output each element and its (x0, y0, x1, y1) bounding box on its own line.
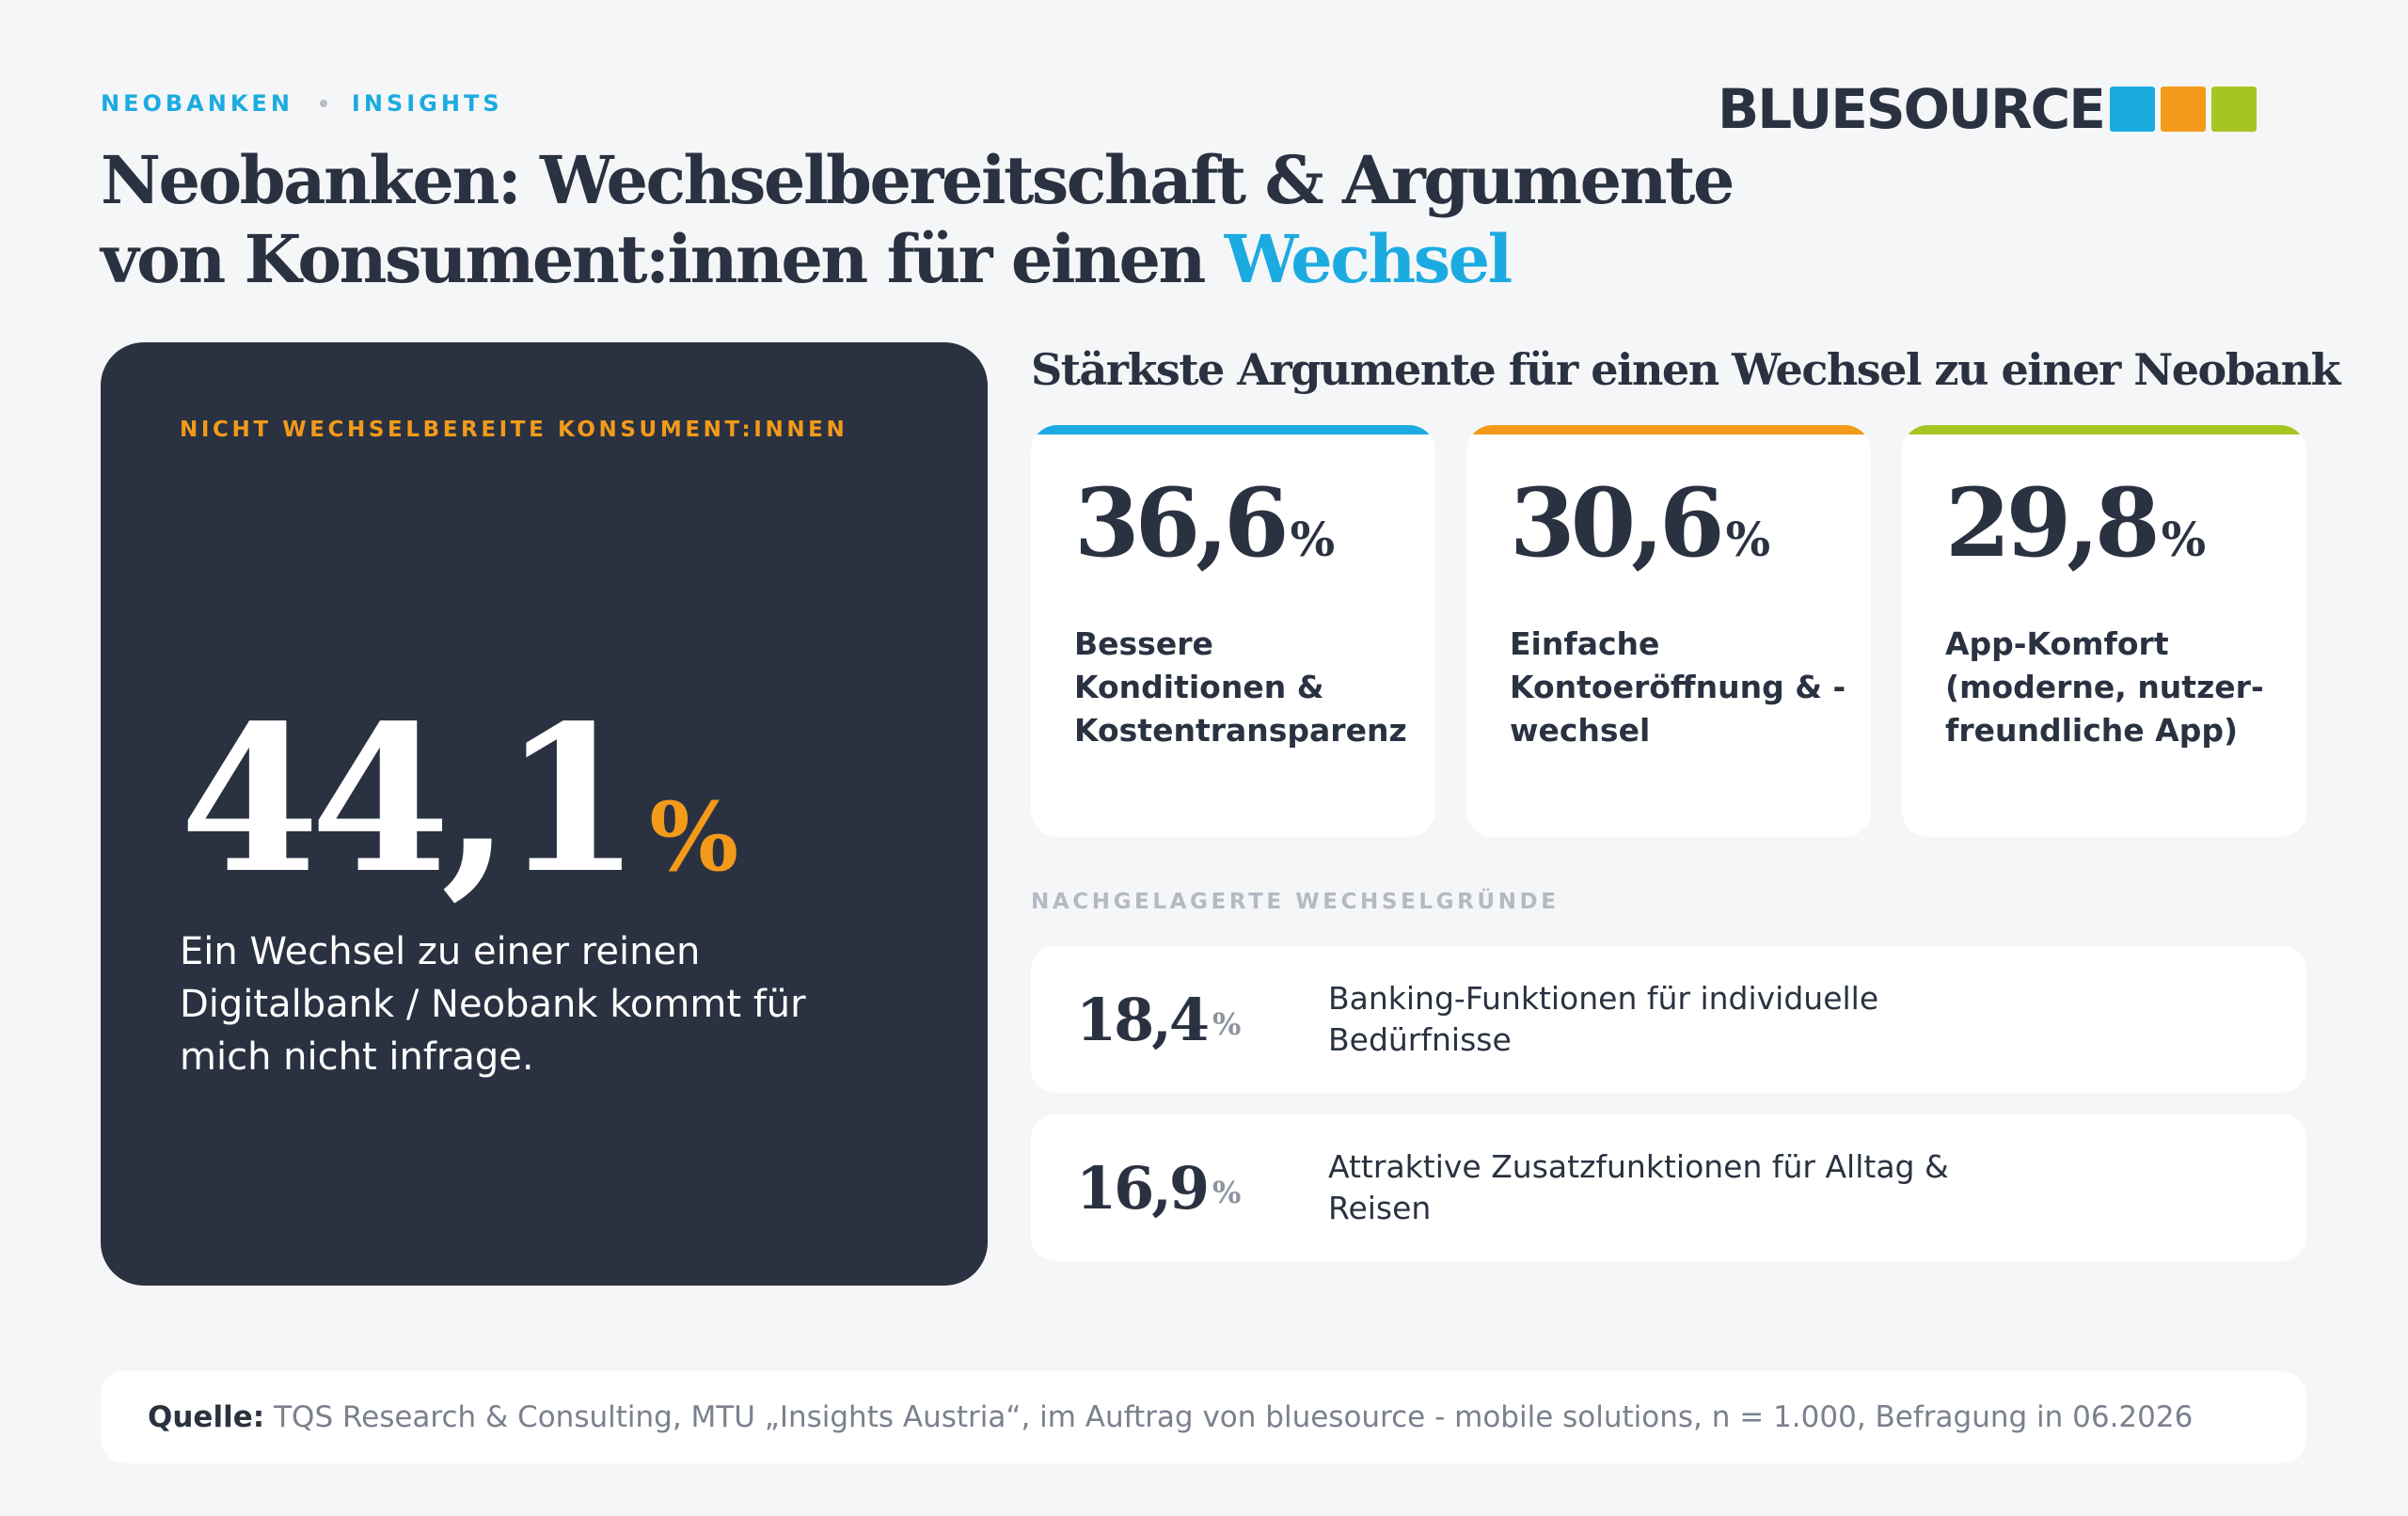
title-line-2: von Konsument:innen für einen (101, 220, 1225, 298)
secondary-reason-number: 16,9 (1076, 1153, 1210, 1223)
reason-value: 36,6 % (1074, 476, 1335, 570)
logo-square-orange (2160, 87, 2206, 132)
source-text: TQS Research & Consulting, MTU „Insights… (274, 1400, 2194, 1434)
non-switcher-kicker: NICHT WECHSELBEREITE KONSUMENT:INNEN (180, 418, 848, 442)
non-switcher-card: NICHT WECHSELBEREITE KONSUMENT:INNEN 44,… (101, 342, 988, 1286)
logo-square-green (2210, 87, 2257, 132)
reason-number: 30,6 (1510, 467, 1725, 578)
reason-unit: % (2161, 512, 2207, 567)
source-label: Quelle: (148, 1400, 265, 1434)
secondary-reason-unit: % (1212, 1006, 1242, 1042)
reason-label: Einfache Kontoeröffnung & -wechsel (1510, 625, 1846, 749)
bluesource-logo: BLUESOURCE (1718, 77, 2257, 141)
non-switcher-description: Ein Wechsel zu einer reinen Digitalbank … (180, 930, 806, 1079)
reason-label: Bessere Konditionen & Kostentransparenz (1074, 625, 1407, 749)
reason-value: 30,6 % (1510, 476, 1770, 570)
logo-square-blue (2109, 87, 2155, 132)
separator-dot (319, 100, 327, 107)
eyebrow: NEOBANKEN INSIGHTS (101, 90, 503, 117)
reason-unit: % (1290, 512, 1336, 567)
non-switcher-number: 44,1 (180, 682, 642, 918)
secondary-reason-value: 16,9 % (1076, 1114, 1241, 1261)
reason-card-conditions: 36,6 % Bessere Konditionen & Kostentrans… (1031, 425, 1435, 837)
reason-number: 29,8 (1945, 467, 2161, 578)
source-note: Quelle: TQS Research & Consulting, MTU „… (101, 1371, 2306, 1463)
accent-bar (1031, 425, 1435, 434)
secondary-reason-banking-functions: 18,4 % Banking-Funktionen für individuel… (1031, 946, 2306, 1093)
secondary-reason-extra-features: 16,9 % Attraktive Zusatzfunktionen für A… (1031, 1114, 2306, 1261)
reason-label: App-Komfort (moderne, nutzer-freundliche… (1945, 625, 2264, 749)
secondary-reasons-title: NACHGELAGERTE WECHSELGRÜNDE (1031, 890, 1560, 914)
logo-wordmark: BLUESOURCE (1718, 77, 2106, 141)
reason-unit: % (1725, 512, 1771, 567)
title-accent-word: Wechsel (1224, 220, 1513, 298)
eyebrow-category: NEOBANKEN (101, 90, 293, 117)
accent-bar (1466, 425, 1871, 434)
non-switcher-value: 44,1 % (180, 700, 738, 901)
reason-value: 29,8 % (1945, 476, 2206, 570)
secondary-reason-label: Attraktive Zusatzfunktionen für Alltag &… (1328, 1148, 1949, 1226)
secondary-reason-number: 18,4 (1076, 985, 1210, 1054)
eyebrow-section: INSIGHTS (351, 90, 503, 117)
page-title: Neobanken: Wechselbereitschaft & Argumen… (101, 141, 1735, 299)
secondary-reason-value: 18,4 % (1076, 946, 1241, 1093)
reason-card-app-comfort: 29,8 % App-Komfort (moderne, nutzer-freu… (1902, 425, 2306, 837)
reason-card-account-opening: 30,6 % Einfache Kontoeröffnung & -wechse… (1466, 425, 1871, 837)
non-switcher-unit: % (649, 782, 739, 892)
reason-number: 36,6 (1074, 467, 1290, 578)
main-reasons-title: Stärkste Argumente für einen Wechsel zu … (1031, 344, 2341, 395)
secondary-reason-unit: % (1212, 1175, 1242, 1210)
accent-bar (1902, 425, 2306, 434)
secondary-reason-label: Banking-Funktionen für individuelle Bedü… (1328, 980, 1879, 1058)
title-line-1: Neobanken: Wechselbereitschaft & Argumen… (101, 141, 1735, 219)
